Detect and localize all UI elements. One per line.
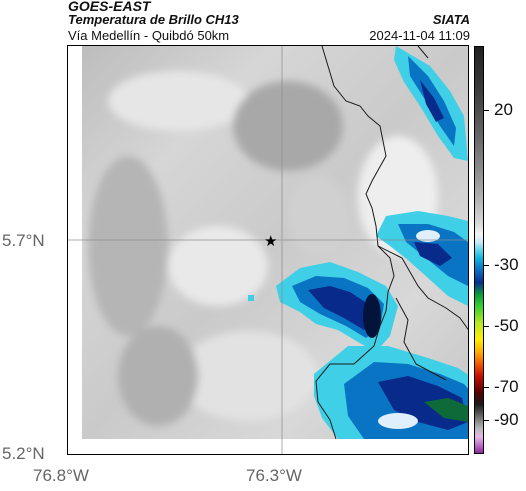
colorbar-tick-20 (484, 110, 489, 111)
colorbar-label-minus50: -50 (494, 316, 519, 335)
colorbar-tick-minus30 (484, 265, 489, 266)
lat-label-57: 5.7°N (2, 231, 45, 250)
map-canvas: ★ (68, 46, 468, 454)
temperature-colorbar (474, 46, 484, 454)
datetime-label: 2024-11-04 11:09 (369, 28, 470, 43)
imagery-texture (88, 71, 438, 426)
satellite-title: GOES-EAST (68, 0, 151, 14)
coast-borders (315, 46, 468, 440)
colorbar-tick-minus70 (484, 387, 489, 388)
location-label: Vía Medellín - Quibdó 50km (68, 28, 230, 43)
lon-label-763: 76.3°W (246, 466, 302, 485)
star-icon[interactable]: ★ (264, 232, 277, 250)
colorbar-label-minus70: -70 (494, 377, 519, 396)
colorbar-label-minus30: -30 (494, 255, 519, 274)
colorbar-label-20: 20 (494, 100, 513, 119)
colorbar-tick-minus50 (484, 326, 489, 327)
product-title: Temperatura de Brillo CH13 (68, 12, 239, 27)
lat-label-52: 5.2°N (2, 444, 45, 463)
organization-label: SIATA (432, 12, 470, 27)
colorbar-label-minus90: -90 (494, 410, 519, 429)
colorbar-tick-minus90 (484, 420, 489, 421)
graticule (68, 46, 468, 454)
satellite-map[interactable]: ★ (67, 45, 469, 455)
lon-label-768: 76.8°W (33, 466, 89, 485)
